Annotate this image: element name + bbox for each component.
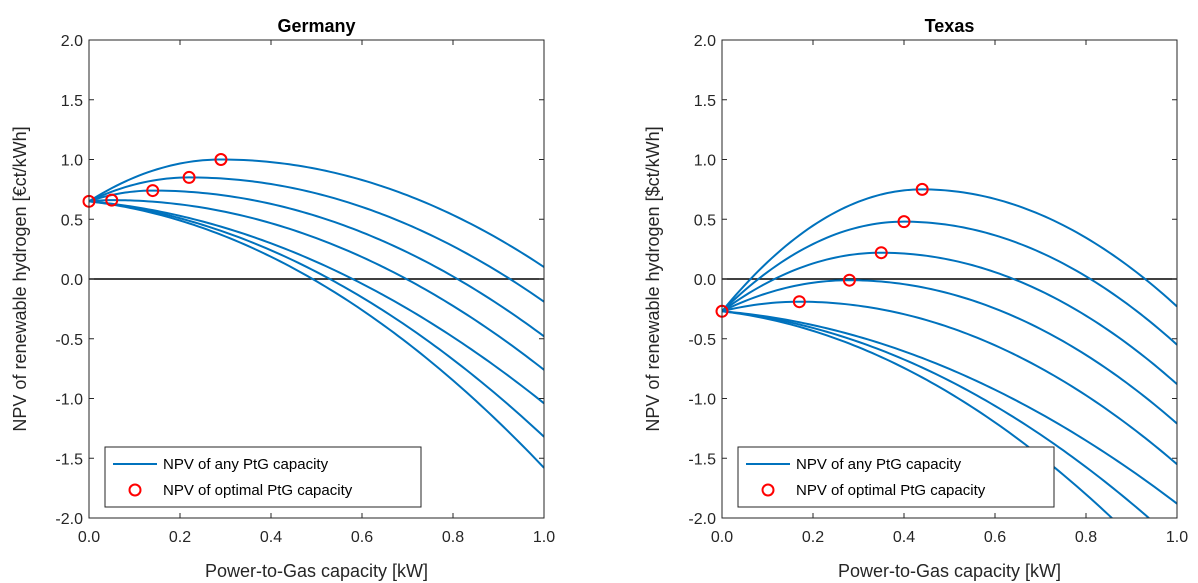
y-axis-label: NPV of renewable hydrogen [$ct/kWh] [643, 126, 663, 431]
npv-curve-3 [722, 251, 1177, 385]
chart-panel-1: 0.0 0.2 0.4 0.6 0.8 1.0 -2.0 -1.5 -1.0 -0.5 0.0 0.5… [643, 16, 1188, 581]
x-tick-label: 0.4 [893, 529, 915, 546]
legend-label-curves: NPV of any PtG capacity [796, 456, 962, 473]
x-tick-label: 0.6 [984, 529, 1006, 546]
y-tick-label: -2.0 [688, 511, 716, 528]
npv-curve-4 [722, 279, 1177, 425]
chart-title: Texas [925, 16, 975, 36]
npv-curve-6 [722, 310, 1177, 505]
y-tick-label: 0.5 [61, 212, 83, 229]
x-tick-label: 0.8 [442, 529, 464, 546]
npv-curve-2 [89, 176, 544, 303]
npv-curve-7 [89, 200, 544, 469]
y-tick-label: 1.0 [61, 153, 83, 170]
x-tick-label: 0.0 [711, 529, 733, 546]
legend: NPV of any PtG capacity NPV of optimal Pt… [737, 446, 1055, 508]
optimal-marker-6 [915, 182, 929, 196]
x-axis-label: Power-to-Gas capacity [kW] [205, 561, 428, 581]
y-tick-label: -0.5 [55, 332, 83, 349]
optimal-marker-5 [214, 153, 228, 166]
npv-curve-3 [89, 189, 544, 338]
curves-group [89, 158, 544, 469]
optimal-marker-3 [146, 184, 160, 198]
x-tick-label: 0.6 [351, 529, 373, 546]
legend-label-curves: NPV of any PtG capacity [163, 456, 329, 473]
legend: NPV of any PtG capacity NPV of optimal Pt… [104, 446, 422, 508]
y-tick-label: 1.5 [694, 93, 716, 110]
y-tick-label: -1.0 [55, 392, 83, 409]
optimal-marker-4 [182, 170, 196, 184]
y-tick-label: 1.5 [61, 93, 83, 110]
x-tick-label: 0.0 [78, 529, 100, 546]
x-axis-label: Power-to-Gas capacity [kW] [838, 561, 1061, 581]
optimal-marker-2 [792, 295, 806, 309]
legend-label-markers: NPV of optimal PtG capacity [163, 482, 353, 499]
chart-title: Germany [277, 16, 355, 36]
y-tick-label: -1.0 [688, 392, 716, 409]
npv-curve-1 [722, 188, 1177, 312]
y-tick-label: -2.0 [55, 511, 83, 528]
x-tick-label: 0.8 [1075, 529, 1097, 546]
chart-panel-0: 0.0 0.2 0.4 0.6 0.8 1.0 -2.0 -1.5 -1.0 -0.5 0.0 0.5… [10, 16, 555, 581]
optimal-marker-3 [842, 273, 856, 287]
npv-curve-5 [89, 200, 544, 405]
y-axis-label: NPV of renewable hydrogen [€ct/kWh] [10, 126, 30, 431]
npv-curve-7 [722, 310, 1151, 518]
y-tick-label: 2.0 [694, 33, 716, 50]
y-tick-label: -1.5 [688, 451, 716, 468]
legend-label-markers: NPV of optimal PtG capacity [796, 482, 986, 499]
npv-curve-2 [722, 220, 1177, 346]
legend-marker-swatch [761, 483, 775, 497]
npv-curve-8 [722, 310, 1114, 518]
legend-box [104, 446, 422, 508]
npv-curve-1 [89, 158, 544, 268]
y-tick-label: 0.0 [694, 272, 716, 289]
legend-box [737, 446, 1055, 508]
npv-curve-4 [89, 199, 544, 371]
x-tick-label: 0.2 [802, 529, 824, 546]
npv-curve-5 [722, 300, 1177, 465]
x-tick-label: 0.4 [260, 529, 282, 546]
optimal-marker-2 [105, 193, 119, 207]
y-tick-label: -1.5 [55, 451, 83, 468]
y-tick-label: 1.0 [694, 153, 716, 170]
curves-group [722, 188, 1177, 518]
y-tick-label: 2.0 [61, 33, 83, 50]
x-tick-label: 1.0 [533, 529, 555, 546]
x-tick-label: 0.2 [169, 529, 191, 546]
optimal-marker-4 [874, 246, 888, 260]
x-tick-label: 1.0 [1166, 529, 1188, 546]
y-tick-label: -0.5 [688, 332, 716, 349]
legend-marker-swatch [128, 483, 142, 497]
y-tick-label: 0.0 [61, 272, 83, 289]
optimal-marker-5 [897, 215, 911, 229]
y-tick-label: 0.5 [694, 212, 716, 229]
npv-curve-6 [89, 200, 544, 438]
